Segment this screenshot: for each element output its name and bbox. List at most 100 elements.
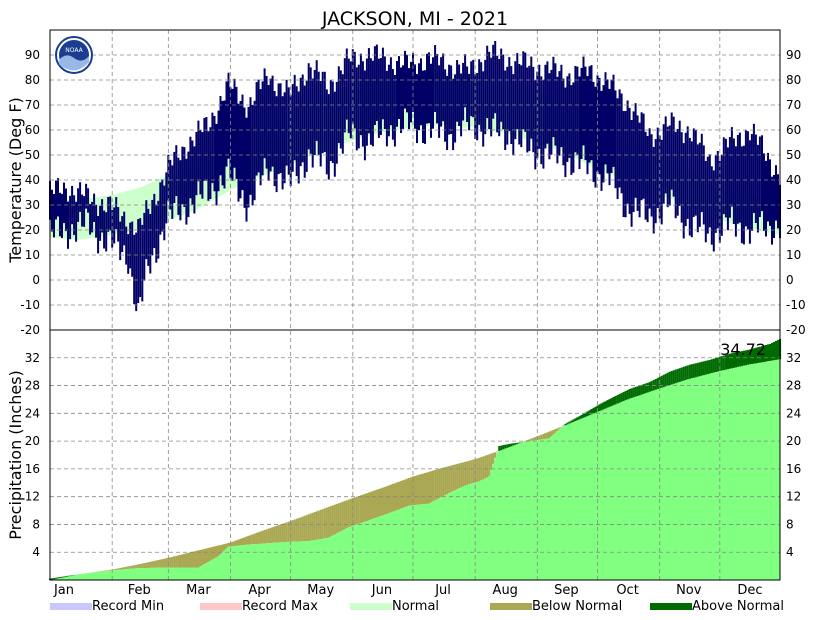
temp-day-bar: [85, 183, 88, 209]
temp-day-bar: [594, 86, 597, 188]
temp-day-bar: [251, 104, 254, 206]
temp-day-bar: [692, 128, 695, 217]
above-normal-area: [724, 354, 727, 370]
above-normal-area: [732, 352, 735, 368]
above-normal-area: [740, 351, 743, 367]
temp-day-bar: [452, 78, 455, 151]
below-normal-area: [205, 548, 208, 564]
below-normal-area: [331, 505, 334, 536]
temp-day-bar: [133, 234, 136, 305]
temp-day-bar: [75, 201, 78, 242]
temp-tick-right: 30: [786, 198, 801, 212]
temp-day-bar: [93, 193, 96, 222]
below-normal-area: [540, 434, 543, 440]
below-normal-area: [187, 552, 190, 568]
temp-day-bar: [183, 147, 186, 207]
below-normal-area: [468, 460, 471, 485]
legend-swatch: [650, 603, 692, 610]
logo-text: NOAA: [65, 47, 83, 54]
below-normal-area: [323, 508, 326, 539]
chart-title: JACKSON, MI - 2021: [321, 8, 508, 30]
below-normal-area: [464, 461, 467, 486]
above-normal-area: [502, 445, 505, 450]
temp-day-bar: [205, 117, 208, 181]
temp-tick-left: 0: [32, 273, 40, 287]
below-normal-area: [357, 496, 360, 524]
below-normal-area: [329, 506, 332, 537]
temp-day-bar: [722, 137, 725, 215]
above-normal-area: [765, 345, 768, 362]
below-normal-area: [406, 478, 409, 507]
below-normal-area: [558, 427, 561, 430]
temp-day-bar: [664, 116, 667, 194]
below-normal-area: [482, 456, 485, 480]
temp-day-bar: [742, 145, 745, 245]
temp-day-bar: [520, 65, 523, 148]
above-normal-area: [748, 349, 751, 365]
temp-day-bar: [660, 139, 663, 225]
below-normal-area: [377, 489, 380, 517]
temp-day-bar: [137, 219, 140, 303]
above-normal-area: [602, 402, 605, 410]
temp-day-bar: [458, 64, 461, 126]
below-normal-area: [486, 455, 489, 478]
temp-day-bar: [690, 141, 693, 238]
below-normal-area: [472, 459, 475, 484]
temp-day-bar: [512, 74, 515, 156]
below-normal-area: [195, 550, 198, 568]
above-normal-area: [660, 375, 663, 388]
temp-day-bar: [335, 81, 338, 164]
temp-day-bar: [767, 152, 769, 222]
precip-tick-right: 28: [786, 379, 801, 393]
temp-tick-left: -20: [20, 323, 40, 337]
above-normal-area: [704, 360, 707, 375]
above-normal-area: [586, 411, 589, 417]
temp-day-bar: [754, 134, 757, 223]
temp-day-bar: [765, 160, 767, 237]
below-normal-area: [171, 556, 174, 568]
below-normal-area: [410, 477, 413, 506]
below-normal-area: [143, 563, 146, 568]
below-normal-area: [484, 455, 487, 479]
below-normal-area: [233, 541, 236, 546]
below-normal-area: [351, 498, 354, 526]
temp-day-bar: [277, 83, 280, 175]
above-normal-area: [618, 394, 621, 403]
above-normal-area: [614, 396, 617, 405]
above-normal-area: [666, 372, 669, 386]
temp-day-bar: [151, 199, 154, 256]
legend: Record Min Record Max Normal Below Normal Ab…: [50, 599, 784, 614]
temp-day-bar: [177, 157, 180, 215]
temp-day-bar: [396, 61, 398, 127]
legend-label: Record Max: [242, 599, 318, 614]
month-label: Oct: [616, 583, 638, 598]
month-label: May: [307, 583, 334, 598]
below-normal-area: [299, 517, 302, 542]
temp-day-bar: [650, 134, 653, 217]
temp-day-bar: [121, 216, 124, 252]
temp-day-bar: [211, 112, 214, 184]
temp-day-bar: [474, 74, 477, 139]
above-normal-area: [690, 364, 693, 379]
temp-day-bar: [694, 129, 697, 216]
below-normal-area: [141, 563, 144, 569]
temp-day-bar: [728, 137, 731, 218]
above-normal-area: [506, 444, 509, 448]
below-normal-area: [275, 525, 278, 543]
temp-day-bar: [377, 58, 380, 138]
temp-day-bar: [628, 107, 631, 214]
legend-swatch: [490, 603, 532, 610]
temp-day-bar: [169, 159, 172, 210]
temp-day-bar: [253, 100, 256, 201]
above-normal-area: [767, 344, 770, 362]
temp-day-bar: [227, 72, 230, 159]
above-normal-area: [512, 443, 515, 446]
below-normal-area: [287, 521, 290, 542]
temp-day-bar: [716, 151, 719, 229]
below-normal-area: [375, 489, 378, 518]
above-normal-area: [630, 388, 633, 398]
above-normal-area: [516, 442, 519, 444]
below-normal-area: [261, 530, 264, 544]
month-label: Sep: [554, 583, 579, 598]
below-normal-area: [458, 463, 461, 489]
